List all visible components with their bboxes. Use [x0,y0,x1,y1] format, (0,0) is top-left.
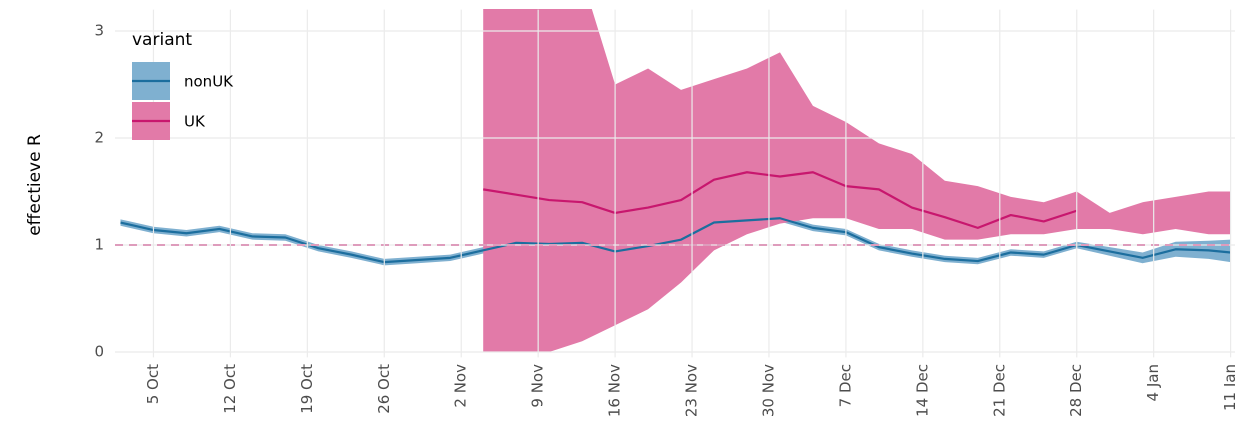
y-tick-label: 2 [94,129,104,147]
x-tick-label: 23 Nov [683,364,701,417]
legend-title: variant [132,30,192,50]
y-axis-title: effectieve R [25,134,45,236]
x-tick-label: 4 Jan [1144,364,1162,401]
series-line [483,171,1078,229]
x-tick-label: 9 Nov [529,364,547,408]
x-tick-label: 26 Oct [375,364,393,414]
x-tick-label: 12 Oct [221,364,239,414]
legend-label: nonUK [184,73,234,91]
x-tick-label: 30 Nov [759,364,777,417]
x-tick-label: 16 Nov [606,364,624,417]
x-tick-label: 28 Dec [1067,364,1085,417]
plot-panel [115,9,1235,352]
x-tick-label: 5 Oct [144,364,162,404]
legend-label: UK [184,113,206,131]
x-tick-label: 11 Jan [1221,364,1235,411]
x-tick-label: 21 Dec [990,364,1008,417]
x-tick-label: 7 Dec [836,364,854,407]
x-tick-label: 2 Nov [452,364,470,408]
x-tick-label: 19 Oct [298,364,316,414]
confidence-band [483,9,1231,352]
y-tick-label: 3 [94,22,104,40]
x-tick-label: 14 Dec [913,364,931,417]
y-tick-label: 0 [94,343,104,361]
y-tick-label: 1 [94,236,104,254]
